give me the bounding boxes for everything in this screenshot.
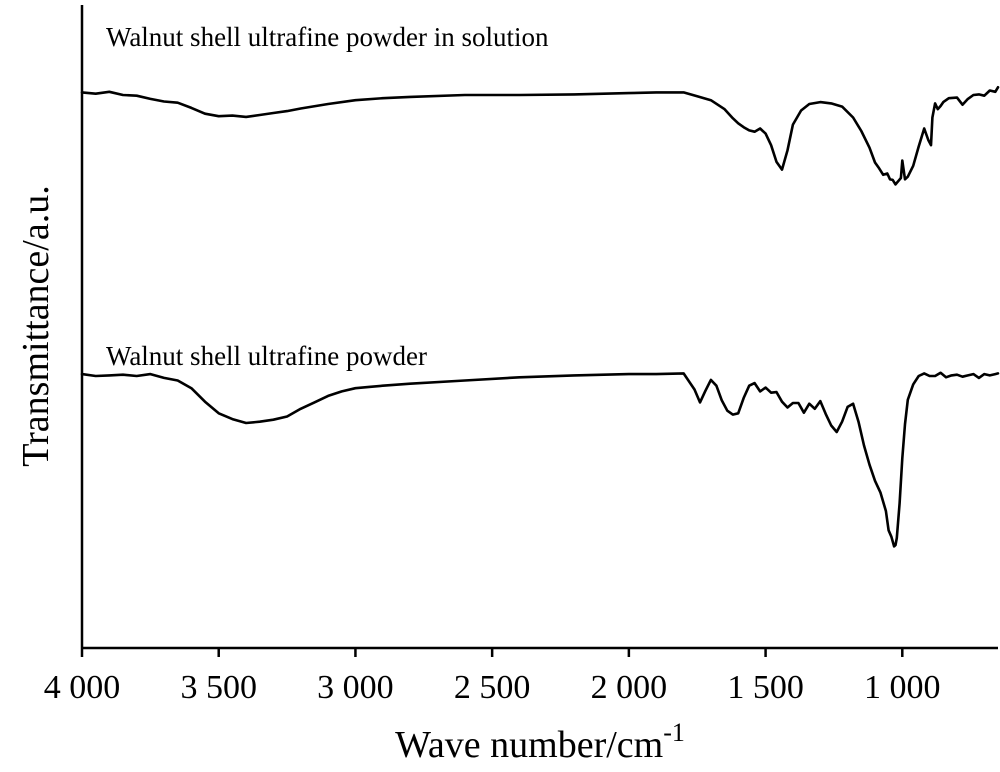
series-group [80, 86, 1000, 548]
x-axis-title: Wave number/cm-1 [395, 718, 685, 766]
x-tick-label: 1 000 [864, 669, 941, 706]
x-tick-label: 3 500 [180, 669, 257, 706]
series-line-solution [80, 86, 1000, 186]
x-ticks: 4 000 3 500 3 000 2 500 2 000 1 500 1 000 [44, 648, 941, 706]
x-tick-label: 4 000 [44, 669, 121, 706]
series-label-solution: Walnut shell ultrafine powder in solutio… [106, 22, 549, 52]
y-axis-title: Transmittance/a.u. [15, 185, 57, 466]
x-tick-label: 2 500 [454, 669, 531, 706]
series-label-powder: Walnut shell ultrafine powder [106, 341, 427, 371]
series-line-powder [80, 371, 1000, 548]
x-axis-title-main: Wave number/cm [395, 724, 663, 766]
x-axis-title-superscript: -1 [663, 718, 685, 747]
x-tick-label: 3 000 [317, 669, 394, 706]
x-tick-label: 1 500 [727, 669, 804, 706]
x-tick-label: 2 000 [591, 669, 668, 706]
